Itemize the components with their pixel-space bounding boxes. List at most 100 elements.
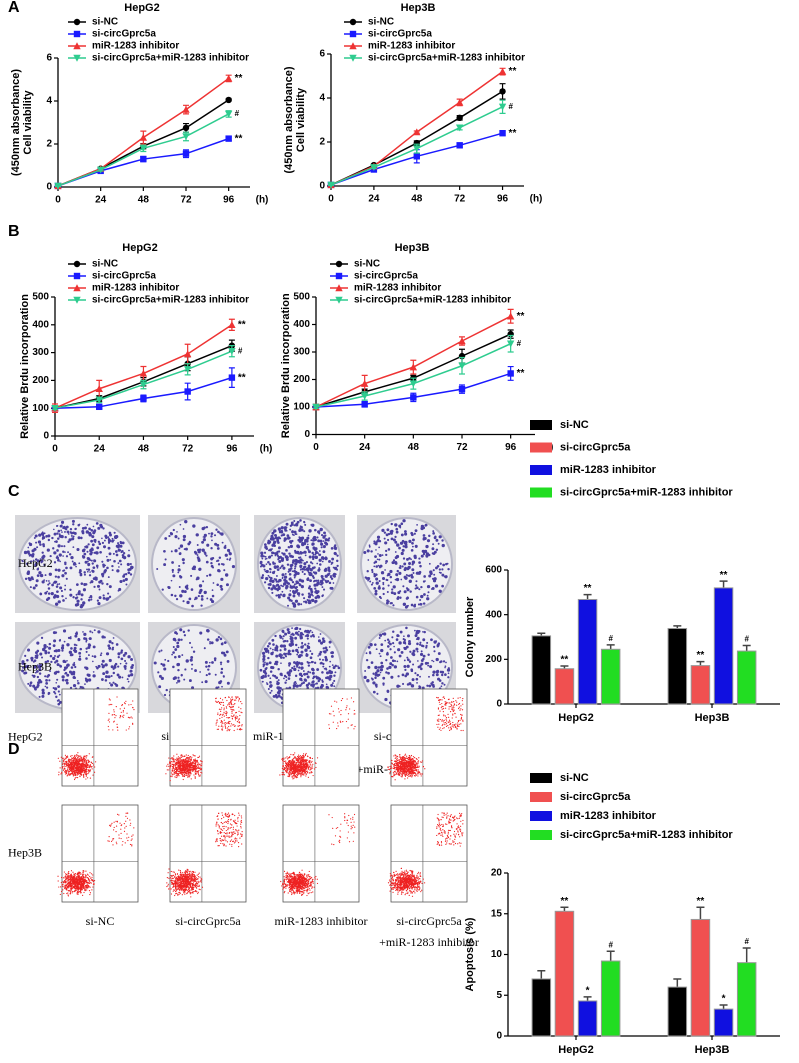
colony [433,646,435,648]
event [66,756,67,757]
colony [94,655,97,658]
event [58,774,59,775]
colony [435,578,437,580]
colony [316,582,319,585]
colony [293,684,296,687]
colony [280,585,282,587]
colony [316,563,318,565]
colony [320,580,323,583]
colony [66,660,68,662]
event [82,760,83,761]
colony [224,641,227,644]
event [239,729,240,730]
event [305,760,306,761]
colony [295,644,297,646]
colony [421,644,424,647]
event [231,713,232,714]
colony [282,577,284,579]
colony [309,671,311,673]
colony [57,671,60,674]
colony [48,592,50,594]
colony [57,583,59,585]
event [328,724,329,725]
event [171,772,172,773]
event [226,723,227,724]
colony [199,591,202,594]
colony [331,558,334,561]
event [223,702,224,703]
event [216,724,217,725]
colony [404,669,406,671]
colony [71,666,74,669]
colony [401,651,404,654]
event [195,767,196,768]
event [67,757,68,758]
colony [436,549,438,551]
event [279,774,280,775]
colony [285,549,288,552]
colony [393,585,396,588]
colony [270,652,273,655]
event [195,759,196,760]
colony [420,595,423,598]
colony [311,653,313,655]
event [303,766,304,767]
colony [59,586,62,589]
colony [260,669,263,672]
event [198,765,199,766]
colony [304,551,307,554]
colony [216,584,219,587]
colony [93,559,96,562]
event [219,709,220,710]
event [198,774,199,775]
colony [72,520,75,523]
colony [127,563,130,566]
event [74,755,75,756]
colony [423,580,425,582]
colony [328,537,330,539]
event [238,719,239,720]
colony [270,578,272,580]
colony [431,547,434,550]
event [131,716,132,717]
event [71,760,72,761]
colony [179,628,182,631]
colony [441,674,443,676]
colony [71,537,74,540]
colony [387,645,390,648]
event [76,777,77,778]
colony [310,594,312,596]
colony [311,681,314,684]
colony [404,576,407,579]
colony [277,536,280,539]
colony [262,652,265,655]
colony [217,569,220,572]
event [225,722,226,723]
colony [24,655,26,657]
colony [428,685,431,688]
colony [158,650,160,652]
event [90,766,91,767]
colony [29,684,32,687]
event [80,758,81,759]
colony [270,670,273,673]
colony [265,668,268,671]
event [76,769,77,770]
colony [225,554,228,557]
colony [166,689,168,691]
colony [223,569,225,571]
colony [385,560,388,563]
event [348,719,349,720]
event [87,773,88,774]
event [124,702,125,703]
colony [281,591,283,593]
colony [272,571,275,574]
colony [377,553,379,555]
event [307,759,308,760]
colony [93,526,95,528]
colony [262,658,265,661]
colony [325,575,328,578]
colony [70,647,73,650]
colony [296,533,298,535]
event [66,770,67,771]
